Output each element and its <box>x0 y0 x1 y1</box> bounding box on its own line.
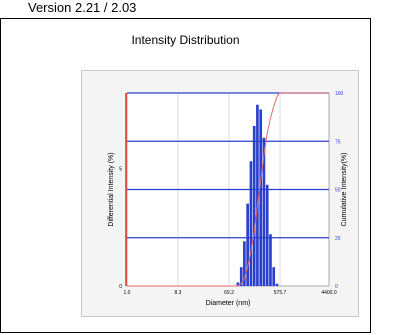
distribution-bar <box>249 161 253 286</box>
distribution-bar <box>243 241 246 286</box>
x-tick-label: 575.7 <box>274 290 287 296</box>
distribution-bar <box>265 184 269 286</box>
distribution-bar <box>256 104 259 286</box>
chart-title: Intensity Distribution <box>131 33 240 47</box>
y2-tick-label: 100 <box>335 91 344 97</box>
y-tick-label: 5 <box>119 166 122 172</box>
distribution-bar <box>275 283 279 286</box>
distribution-bar <box>239 267 243 286</box>
distribution-bar <box>259 109 263 286</box>
cumulative-curve <box>127 92 329 287</box>
distribution-bar <box>272 267 276 286</box>
x-tick-label: 8.3 <box>174 290 181 296</box>
y2-axis-label: Cumulative Intensity(%) <box>341 153 348 227</box>
y-tick-label: 0 <box>119 284 122 290</box>
chart-panel: 1.0 8.3 69.2 575.7 4400.0 0 5 0 25 50 75 100 Diamete… <box>81 70 359 317</box>
distribution-bar <box>269 234 272 286</box>
y2-tick-label: 50 <box>335 188 341 194</box>
y2-tick-label: 0 <box>335 284 338 290</box>
x-tick-label: 69.2 <box>224 290 234 296</box>
y2-tick-label: 25 <box>335 236 341 242</box>
intensity-distribution-chart: 1.0 8.3 69.2 575.7 4400.0050255075100Diamete… <box>108 91 348 307</box>
x-axis-label: Diameter (nm) <box>206 300 251 307</box>
version-label: Version 2.21 / 2.03 <box>28 0 137 15</box>
y-axis-label: Differential Intensity (%) <box>108 152 115 226</box>
distribution-bar <box>262 137 266 286</box>
distribution-bar <box>246 203 249 286</box>
distribution-bar <box>252 125 256 286</box>
x-tick-label: 4400.0 <box>321 290 337 296</box>
y2-tick-label: 75 <box>335 139 341 145</box>
distribution-bar <box>236 282 240 286</box>
x-tick-label: 1.0 <box>124 290 131 296</box>
